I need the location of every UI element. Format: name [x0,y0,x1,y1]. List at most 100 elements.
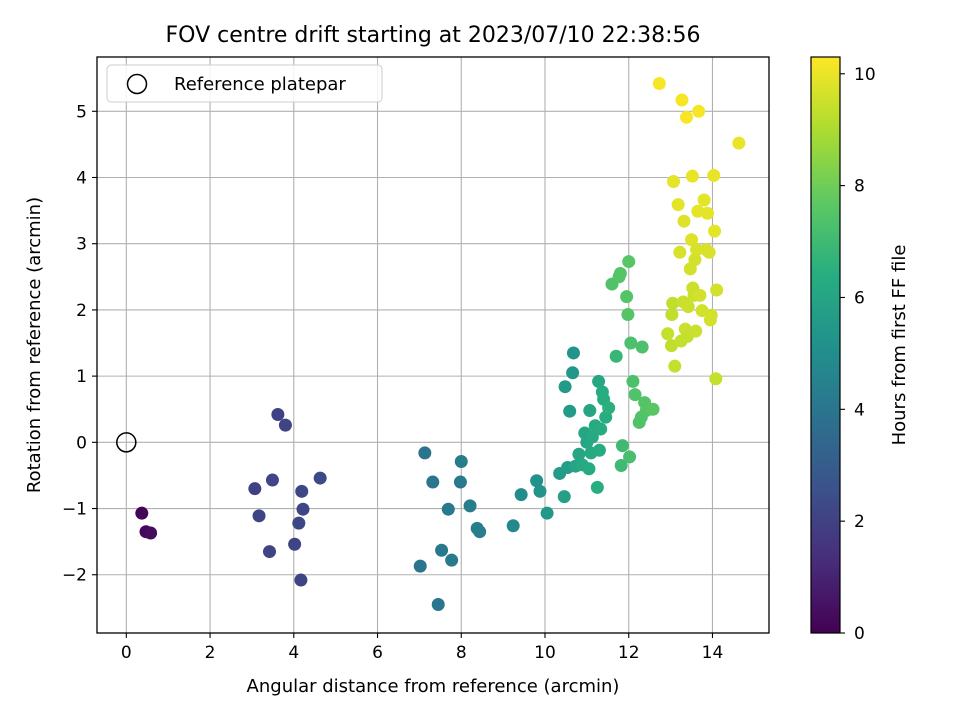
data-point [563,404,577,418]
data-point [675,93,689,107]
data-point [295,484,309,498]
data-point [296,502,310,516]
data-point [710,283,724,297]
legend: Reference platepar [106,64,383,103]
x-tick-label: 6 [372,643,383,663]
data-point [265,473,279,487]
plot-frame [96,56,770,634]
data-point [292,516,306,530]
y-tick-label: 0 [76,433,87,453]
data-point [668,359,682,373]
legend-marker-reference [126,73,148,95]
data-point [435,543,449,557]
data-point [441,502,455,516]
colorbar-label: Hours from first FF file [889,245,910,446]
data-point [566,346,580,360]
data-point [506,519,520,533]
data-point [708,224,722,238]
data-point [540,506,554,520]
data-point [271,408,285,422]
data-point [732,136,746,150]
y-tick-label: −1 [62,500,87,520]
x-tick-label: 0 [121,643,132,663]
data-point [533,484,547,498]
y-tick-label: 3 [76,235,87,255]
data-point [692,104,706,118]
data-point [623,450,637,464]
data-point [666,296,680,310]
data-point [652,76,666,90]
data-point [135,506,149,520]
data-point [582,462,596,476]
colorbar-tick-label: 10 [854,65,876,85]
data-point [263,545,277,559]
data-point [677,214,691,228]
data-point [685,233,699,247]
data-point [685,169,699,183]
data-point [681,300,695,314]
y-tick-label: 1 [76,367,87,387]
data-point [621,308,635,322]
data-point [689,324,703,338]
data-point [665,308,679,322]
x-tick-label: 12 [618,643,640,663]
data-point [278,418,292,432]
data-point [313,471,327,485]
chart-title: FOV centre drift starting at 2023/07/10 … [166,23,701,48]
x-tick-label: 2 [205,643,216,663]
y-tick-label: 4 [76,168,87,188]
data-point [693,288,707,302]
colorbar-tick-label: 4 [854,400,865,420]
data-point [144,526,158,540]
data-point [557,490,571,504]
data-point [709,372,723,386]
x-tick-label: 10 [534,643,556,663]
data-points [116,76,746,612]
data-point [294,573,308,587]
colorbar-ticks: 0 2 4 6 8 10 [840,65,876,644]
data-point [628,388,642,402]
data-point [413,559,427,573]
data-point [248,482,262,496]
data-point [592,374,606,388]
reference-platepar-marker [116,432,137,453]
data-point [620,290,634,304]
grid-lines [97,57,769,633]
data-point [566,366,580,380]
colorbar-tick-label: 0 [854,624,865,644]
data-point [690,243,704,257]
data-point [590,480,604,494]
x-axis-label: Angular distance from reference (arcmin) [247,676,620,697]
data-point [624,336,638,350]
data-point [697,193,711,207]
data-point [583,404,597,418]
data-point [530,474,544,488]
data-point [558,380,572,394]
data-point [691,204,705,218]
data-point [585,430,599,444]
data-point [707,169,721,183]
data-point [572,447,586,461]
data-point [431,598,445,612]
data-point [614,458,628,472]
data-point [615,439,629,453]
legend-box [106,64,383,103]
data-point [473,525,487,539]
data-point [592,443,606,457]
colorbar-gradient [810,56,841,634]
y-tick-label: 5 [76,102,87,122]
data-point [622,255,636,269]
data-point [463,499,477,513]
y-axis-label: Rotation from reference (arcmin) [24,197,45,493]
data-point [453,475,467,489]
data-point [673,245,687,259]
data-point [609,349,623,363]
data-point [680,110,694,124]
data-point [688,253,702,267]
data-point [667,174,681,188]
colorbar: 0 2 4 6 8 10 Hours from first FF file [810,56,910,644]
y-tick-label: −2 [62,566,87,586]
x-tick-label: 4 [288,643,299,663]
